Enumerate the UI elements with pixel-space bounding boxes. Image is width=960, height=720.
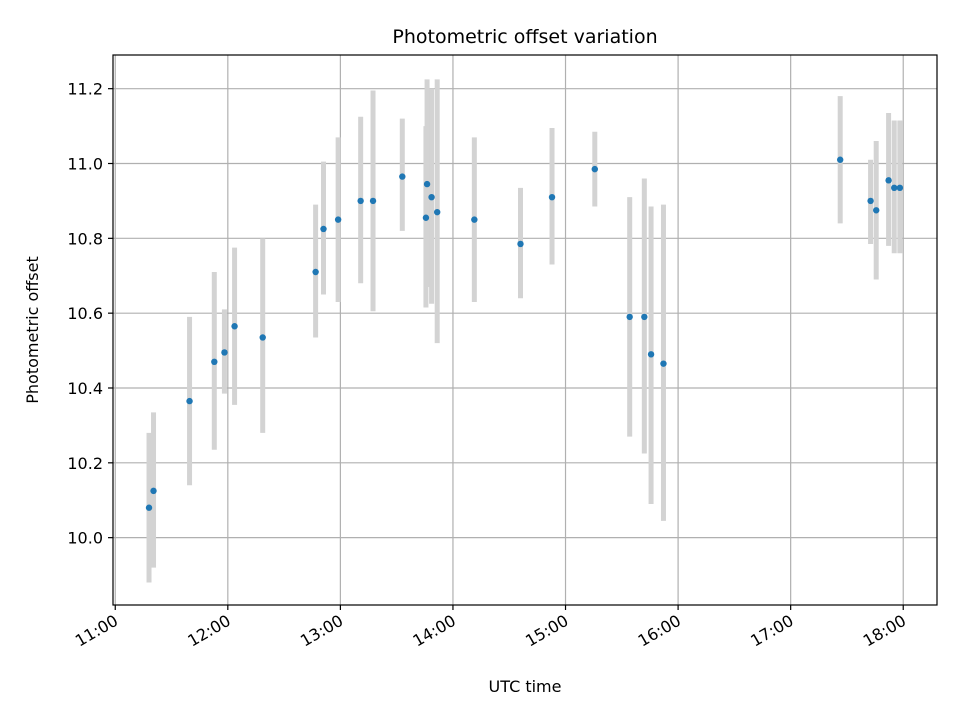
data-point (150, 487, 157, 495)
data-point (259, 334, 266, 341)
y-tick-label: 11.2 (67, 80, 103, 99)
data-point (548, 193, 556, 201)
data-point (471, 216, 478, 223)
grid (113, 55, 937, 605)
data-point (221, 349, 228, 356)
plot-frame (112, 54, 938, 606)
data-point (211, 358, 218, 366)
data-point (320, 225, 327, 233)
y-tick-label: 10.0 (67, 529, 103, 548)
data-point (896, 184, 904, 192)
data-point (660, 360, 667, 367)
data-point (867, 197, 874, 205)
data-point (873, 207, 880, 214)
data-point (423, 180, 431, 188)
chart-title: Photometric offset variation (392, 26, 657, 48)
data-point (647, 351, 655, 358)
data-point (334, 216, 342, 223)
data-point (626, 313, 633, 321)
x-axis-label: UTC time (489, 677, 562, 696)
y-tick-label: 10.6 (67, 304, 103, 323)
data-point (399, 173, 406, 180)
data-points (145, 156, 904, 511)
data-point (369, 197, 377, 205)
y-axis: 10.0 10.2 10.4 10.6 10.8 11.0 11.2 (67, 80, 113, 548)
data-point (641, 313, 648, 321)
y-tick-label: 11.0 (67, 155, 103, 174)
data-point (517, 240, 524, 248)
data-point (312, 268, 319, 276)
y-tick-label: 10.8 (67, 229, 103, 248)
data-point (231, 323, 238, 330)
data-point (422, 214, 430, 221)
y-axis-label: Photometric offset (23, 256, 42, 404)
y-tick-label: 10.2 (67, 454, 103, 473)
y-tick-label: 10.4 (67, 379, 103, 398)
data-point (433, 208, 441, 216)
data-point (186, 397, 193, 405)
data-point (591, 165, 598, 173)
data-point (836, 156, 844, 163)
data-point (885, 177, 892, 184)
data-point (145, 504, 153, 511)
data-point (428, 193, 435, 201)
data-point (891, 184, 898, 192)
data-point (357, 197, 364, 205)
